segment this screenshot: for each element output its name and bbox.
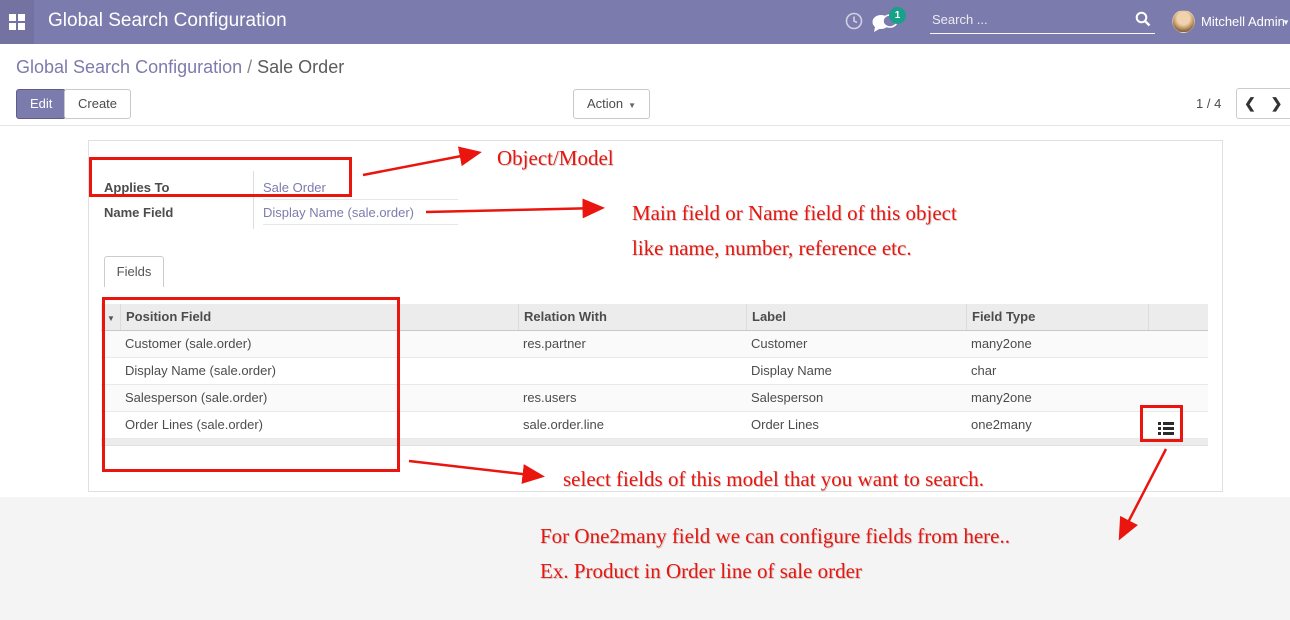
annotation-box-position-column <box>102 297 400 472</box>
name-field-label: Name Field <box>104 205 174 220</box>
header-label[interactable]: Label <box>746 304 966 330</box>
annotation-name-field-2: like name, number, reference etc. <box>632 236 912 260</box>
messages-count-badge: 1 <box>889 7 906 24</box>
panel-divider <box>0 125 1290 126</box>
table-header-row: ▼ Position Field Relation With Label Fie… <box>101 304 1208 331</box>
search-icon[interactable] <box>1135 11 1151 27</box>
apps-grid-icon <box>9 14 25 30</box>
user-caret-down-icon: ▼ <box>1282 18 1290 27</box>
pager-previous-button[interactable]: ❮ <box>1236 88 1264 119</box>
table-row[interactable]: Display Name (sale.order) Display Name c… <box>101 358 1208 385</box>
cell-position: Order Lines (sale.order) <box>125 417 263 432</box>
cell-type: char <box>971 363 997 378</box>
field-row-name-field: Name Field <box>104 201 244 225</box>
table-row[interactable]: Customer (sale.order) res.partner Custom… <box>101 331 1208 358</box>
annotation-name-field-1: Main field or Name field of this object <box>632 201 957 225</box>
cell-label: Customer <box>751 336 808 351</box>
list-ul-icon <box>1158 422 1174 435</box>
table-row[interactable]: Order Lines (sale.order) sale.order.line… <box>101 412 1208 439</box>
form-sheet: Applies To Sale Order Name Field Display… <box>88 140 1223 492</box>
annotation-select-fields: select fields of this model that you wan… <box>563 467 985 491</box>
cell-position: Salesperson (sale.order) <box>125 390 268 405</box>
applies-to-value-link[interactable]: Sale Order <box>263 176 458 200</box>
header-extra <box>1148 304 1208 330</box>
annotation-box-config-icon <box>1140 405 1183 442</box>
breadcrumb-separator: / <box>242 57 258 77</box>
action-label: Action <box>587 96 624 111</box>
form-column-separator <box>253 171 254 229</box>
app-title: Global Search Configuration <box>48 10 287 31</box>
header-relation-with[interactable]: Relation With <box>518 304 746 330</box>
cell-label: Salesperson <box>751 390 824 405</box>
top-navbar: Global Search Configuration 1 Mitchell A… <box>0 0 1290 44</box>
user-avatar[interactable] <box>1172 10 1195 33</box>
header-field-type[interactable]: Field Type <box>966 304 1148 330</box>
configure-one2many-button[interactable] <box>1158 418 1174 438</box>
chevron-left-icon: ❮ <box>1244 95 1256 111</box>
cell-type: many2one <box>971 390 1032 405</box>
cell-type: many2one <box>971 336 1032 351</box>
activities-clock-icon[interactable] <box>845 12 863 30</box>
table-row[interactable]: Salesperson (sale.order) res.users Sales… <box>101 385 1208 412</box>
pager-next-button[interactable]: ❯ <box>1263 88 1290 119</box>
cell-label: Display Name <box>751 363 832 378</box>
annotation-object-model: Object/Model <box>497 146 614 170</box>
page-background-band <box>0 497 1290 620</box>
cell-type: one2many <box>971 417 1032 432</box>
caret-down-icon: ▼ <box>107 314 115 323</box>
name-field-value-link[interactable]: Display Name (sale.order) <box>263 201 458 225</box>
fields-list-table: ▼ Position Field Relation With Label Fie… <box>101 304 1208 446</box>
header-position-field[interactable]: Position Field <box>120 304 518 330</box>
apps-menu-button[interactable] <box>0 0 34 44</box>
cell-label: Order Lines <box>751 417 819 432</box>
breadcrumb-parent-link[interactable]: Global Search Configuration <box>16 57 243 77</box>
table-sort-toggle[interactable]: ▼ <box>101 304 120 330</box>
field-row-applies-to: Applies To <box>104 176 244 200</box>
annotation-one2many-1: For One2many field we can configure fiel… <box>540 524 1010 548</box>
action-dropdown-button[interactable]: Action ▼ <box>573 89 651 119</box>
applies-to-label: Applies To <box>104 180 170 195</box>
cell-position: Display Name (sale.order) <box>125 363 276 378</box>
tab-fields[interactable]: Fields <box>104 256 164 287</box>
pager-value: 1 / 4 <box>1196 96 1222 111</box>
breadcrumb-current: Sale Order <box>257 57 345 77</box>
global-search <box>930 8 1155 34</box>
annotation-one2many-2: Ex. Product in Order line of sale order <box>540 559 862 583</box>
breadcrumb: Global Search Configuration / Sale Order <box>16 57 344 78</box>
cell-relation: res.partner <box>523 336 586 351</box>
user-menu[interactable]: Mitchell Admin <box>1201 14 1285 29</box>
cell-relation: sale.order.line <box>523 417 604 432</box>
edit-button[interactable]: Edit <box>16 89 67 119</box>
cell-relation: res.users <box>523 390 577 405</box>
chevron-right-icon: ❯ <box>1270 95 1283 111</box>
annotation-box-applies-to <box>89 157 352 197</box>
create-button[interactable]: Create <box>64 89 132 119</box>
action-caret-down-icon: ▼ <box>628 101 637 110</box>
cell-relation <box>518 358 746 384</box>
table-footer-strip <box>101 439 1208 446</box>
search-input[interactable] <box>930 8 1125 27</box>
cell-position: Customer (sale.order) <box>125 336 252 351</box>
